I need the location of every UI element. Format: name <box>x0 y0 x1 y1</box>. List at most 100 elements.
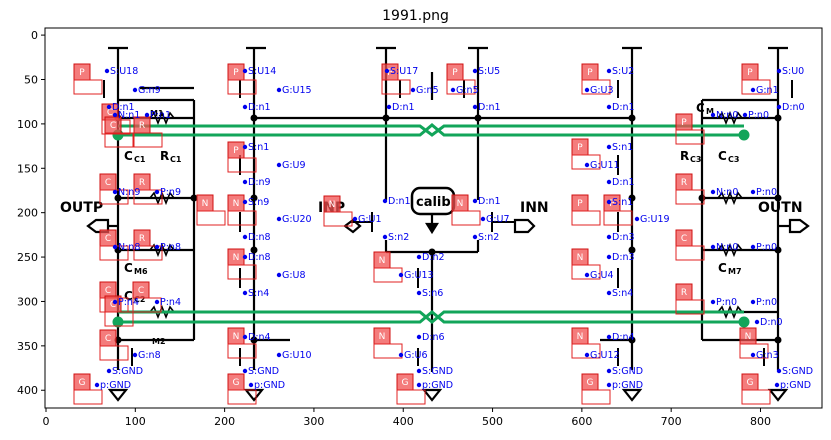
c-m-label: C <box>696 101 705 115</box>
badge-outline <box>396 389 426 405</box>
pin-label: D:n1 <box>388 196 411 207</box>
pin-dot <box>276 162 282 168</box>
type-badge-label: C <box>105 178 111 188</box>
figure-title: 1991.png <box>382 8 449 24</box>
pin-label: D:n8 <box>248 252 271 263</box>
pin-dot <box>276 272 282 278</box>
pin-label: G:U8 <box>282 270 306 281</box>
type-badge-label: P <box>577 199 583 209</box>
pin-dot <box>416 254 422 260</box>
badge-outline <box>741 79 771 95</box>
x-tick-label: 300 <box>303 415 324 428</box>
pin-dot <box>606 382 612 388</box>
pin-label: S:n1 <box>612 197 633 208</box>
y-tick-label: 400 <box>17 384 38 397</box>
pin-label: N:n8 <box>118 242 140 253</box>
type-badge-label: P <box>577 143 583 153</box>
green-feedback-wires <box>112 123 750 328</box>
pin-dot <box>710 189 716 195</box>
pin-dot <box>132 87 138 93</box>
type-badge-label: C <box>110 121 116 131</box>
y-tick-label: 150 <box>17 162 38 175</box>
pin-label: S:U2 <box>612 66 634 77</box>
pin-dot <box>606 254 612 260</box>
pin-label: G:U7 <box>486 214 510 225</box>
pin-label: S:n2 <box>478 232 499 243</box>
pin-label: S:GND <box>422 366 453 377</box>
pin-dot <box>750 299 756 305</box>
pin-label: G:U3 <box>590 85 614 96</box>
badge-outline <box>227 389 257 405</box>
r-c1-label: R <box>160 149 169 163</box>
pin-dot <box>242 179 248 185</box>
type-badge-label: G <box>747 378 754 388</box>
badge-outline <box>741 389 771 405</box>
pin-label: p:GND <box>422 380 453 391</box>
pin-dot <box>242 254 248 260</box>
pin-dot <box>242 68 248 74</box>
pin-label: G:U9 <box>282 160 306 171</box>
pin-label: S:GND <box>112 366 143 377</box>
port-outp-label: OUTP <box>60 200 103 216</box>
type-badge-label: P <box>387 68 393 78</box>
type-badge-label: P <box>452 68 458 78</box>
pin-annotations: S:U18G:n9D:n1S:U14G:U15D:n1S:U17G:n5D:n1… <box>94 66 813 391</box>
pin-dot <box>634 216 640 222</box>
pin-dot <box>248 382 254 388</box>
type-badge-label: P <box>747 68 753 78</box>
badge-outline <box>581 79 611 95</box>
type-badge-label: P <box>233 146 239 156</box>
pin-dot <box>472 104 478 110</box>
x-tick-label: 100 <box>125 415 146 428</box>
pin-label: D:n1 <box>248 102 271 113</box>
pin-dot <box>112 112 118 118</box>
badge-outline <box>133 245 163 261</box>
type-badge-label: N <box>202 199 209 209</box>
pin-dot <box>242 334 248 340</box>
type-badge-label: G <box>402 378 409 388</box>
pin-dot <box>384 68 390 74</box>
type-badge-label: P <box>681 118 687 128</box>
pin-dot <box>154 244 160 250</box>
badge-outline <box>451 210 481 226</box>
badge-outline <box>73 389 103 405</box>
badge-outline <box>571 154 601 170</box>
pin-dot <box>606 368 612 374</box>
ground-symbols <box>107 388 789 402</box>
pin-dot <box>398 272 404 278</box>
pin-label: P:n1 <box>150 110 171 121</box>
pin-dot <box>112 189 118 195</box>
pin-label: G:U4 <box>590 270 614 281</box>
pin-dot <box>606 234 612 240</box>
pin-label: D:n1 <box>612 102 635 113</box>
c-m7-label: C <box>718 261 727 275</box>
badge-outline <box>104 132 134 148</box>
y-tick-label: 50 <box>24 73 38 86</box>
pin-label: G:U12 <box>590 350 620 361</box>
pin-dot <box>94 382 100 388</box>
pin-dot <box>750 352 756 358</box>
pin-dot <box>112 244 118 250</box>
pin-dot <box>606 144 612 150</box>
pin-label: p:GND <box>254 380 285 391</box>
pin-label: G:n5 <box>456 85 479 96</box>
port-outn-label: OUTN <box>758 200 803 216</box>
pin-label: G:n5 <box>416 85 439 96</box>
pin-label: G:U11 <box>590 160 620 171</box>
type-badge-label: C <box>105 234 111 244</box>
badge-outline <box>571 343 601 359</box>
badge-outline <box>603 210 633 226</box>
pin-label: D:n3 <box>612 252 635 263</box>
pin-dot <box>742 112 748 118</box>
pin-label: S:n9 <box>248 197 269 208</box>
pin-dot <box>606 199 612 205</box>
port-inn-label: INN <box>520 200 549 216</box>
badge-outline <box>373 343 403 359</box>
c-m7-sub: M7 <box>728 267 742 276</box>
pin-label: S:GND <box>612 366 643 377</box>
x-tick-label: 0 <box>43 415 50 428</box>
pin-dot <box>584 272 590 278</box>
pin-dot <box>480 216 486 222</box>
badge-outline <box>675 245 705 261</box>
pin-dot <box>754 319 760 325</box>
